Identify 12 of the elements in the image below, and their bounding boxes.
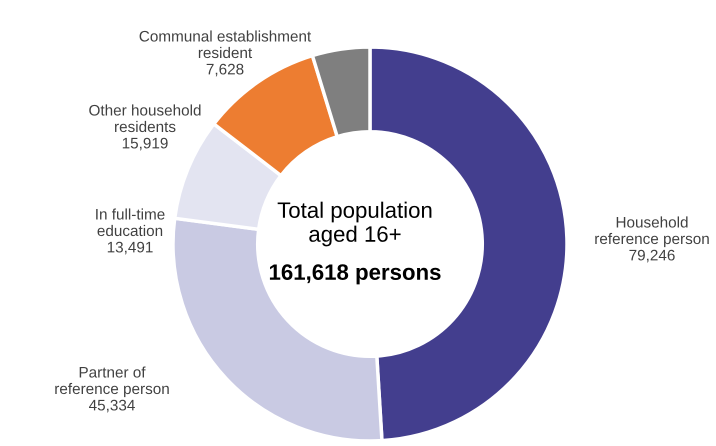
slice-label: Communal establishment resident xyxy=(140,30,312,58)
data-label: 45,334 xyxy=(88,400,135,412)
slice-label: Other household residents xyxy=(89,104,200,132)
slice-label: In full-time education xyxy=(96,208,165,236)
text: 161,618 persons xyxy=(270,264,441,284)
data-label: 15,919 xyxy=(122,138,168,150)
data-label: 7,628 xyxy=(206,64,244,76)
data-label: 79,246 xyxy=(629,250,675,262)
slice-label: Household reference person xyxy=(595,216,709,248)
data-label: 13,491 xyxy=(108,242,153,254)
slice-label: Partner of reference person xyxy=(55,366,169,398)
text: Total population aged 16+ xyxy=(278,202,432,246)
